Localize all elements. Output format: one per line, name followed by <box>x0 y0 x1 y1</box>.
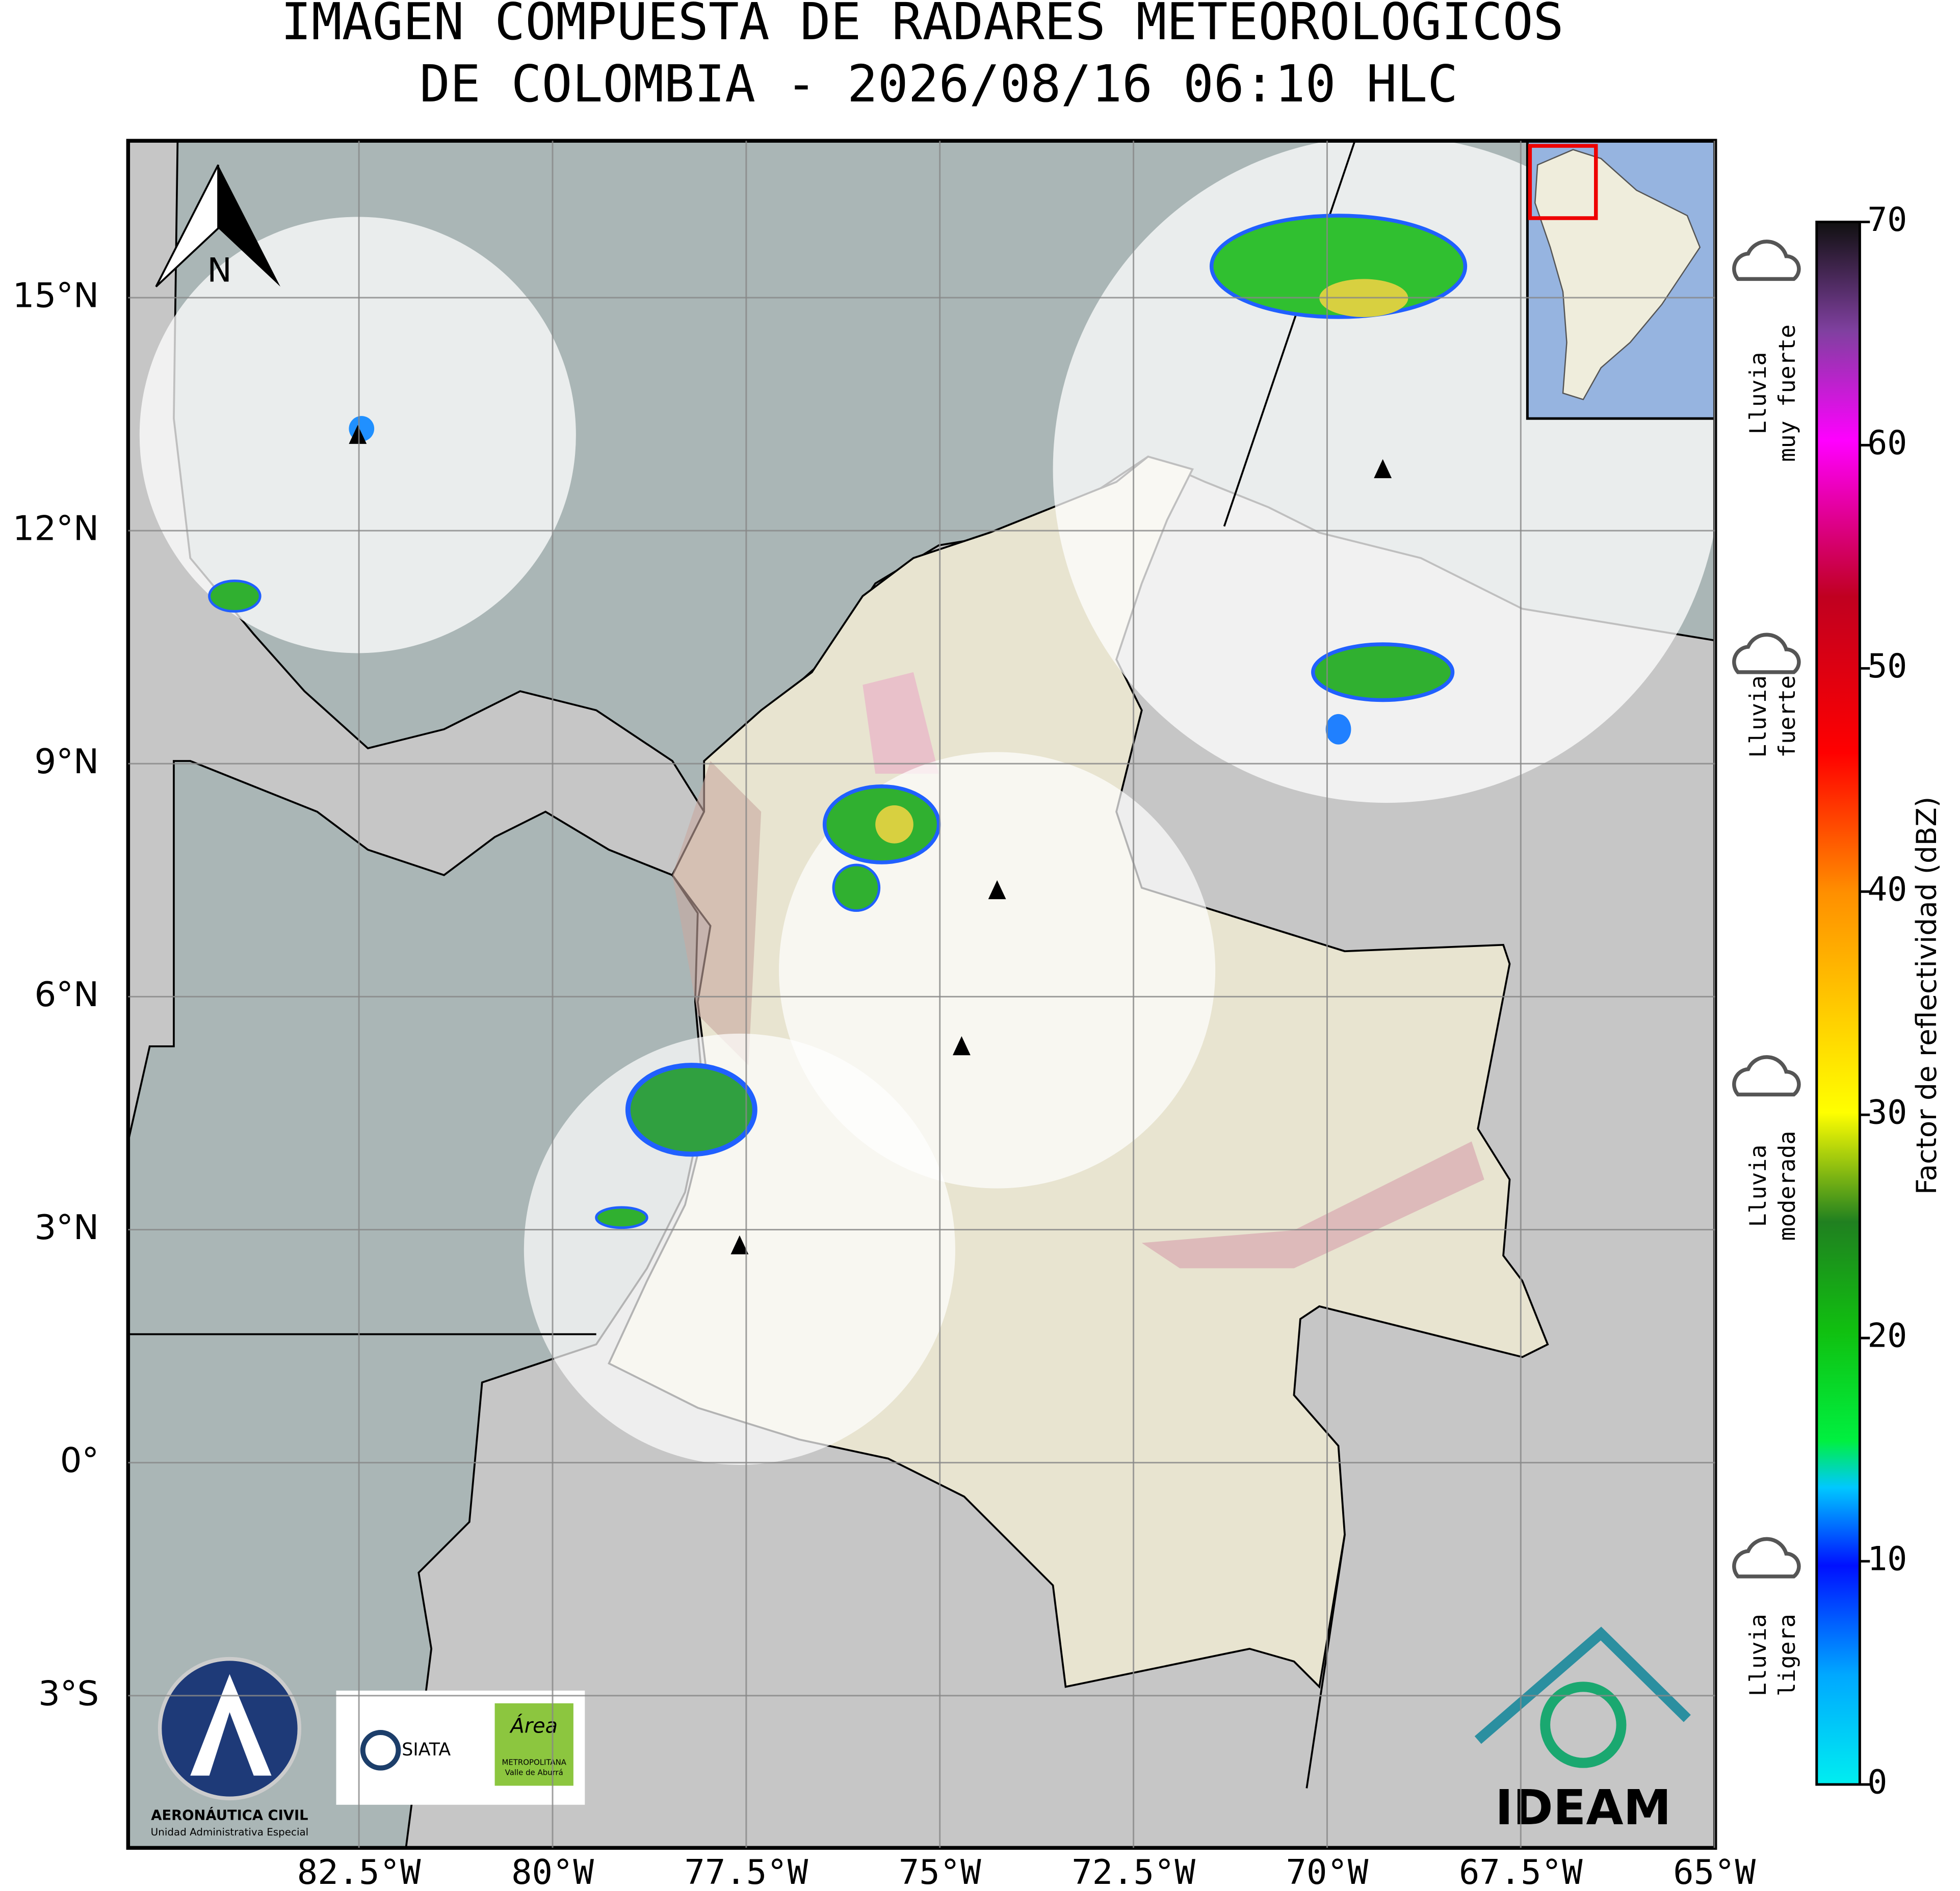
logo-text: Área <box>509 1714 557 1738</box>
land <box>128 141 705 1142</box>
inset-map <box>1526 141 1715 420</box>
logo-ideam <box>1474 1626 1691 1768</box>
colorbar-tick-label: 20 <box>1867 1317 1907 1355</box>
lat-tick-label: 12°N <box>13 509 99 548</box>
rain-level-label: moderada <box>1773 1131 1800 1241</box>
rain-icon <box>1732 1055 1801 1097</box>
rain-icon <box>1732 1537 1801 1579</box>
rain-level-label: fuerte <box>1773 675 1800 758</box>
lon-tick-label: 80°W <box>511 1852 594 1891</box>
logo-text: Valle de Aburrá <box>505 1768 563 1777</box>
radar-echoes <box>208 214 1468 1229</box>
colorbar-tick-label: 40 <box>1867 871 1907 909</box>
logo-siata <box>336 1690 585 1805</box>
logo-text: Unidad Administrativa Especial <box>151 1826 309 1838</box>
colorbar-tick-label: 0 <box>1867 1764 1887 1802</box>
lat-tick-label: 0° <box>60 1440 99 1480</box>
colorbar-tick-label: 70 <box>1867 201 1907 239</box>
radar-sites <box>349 425 1392 1254</box>
lat-tick-label: 9°N <box>35 742 99 781</box>
logo-text: AERONÁUTICA CIVIL <box>151 1807 308 1824</box>
rain-level-label: Lluvia <box>1744 675 1771 758</box>
colorbar-tick-label: 30 <box>1867 1094 1907 1132</box>
title-line: DE COLOMBIA - 2026/08/16 06:10 HLC <box>420 55 1458 114</box>
lon-tick-label: 77.5°W <box>685 1852 808 1891</box>
rain-icon <box>1732 240 1801 281</box>
colorbar-tick-label: 60 <box>1867 424 1907 462</box>
lon-tick-label: 82.5°W <box>297 1852 421 1891</box>
map-frame <box>126 139 1717 1850</box>
lon-tick-label: 70°W <box>1286 1852 1369 1891</box>
colorbar <box>1815 220 1861 1786</box>
colorbar-tick-label: 50 <box>1867 647 1907 686</box>
colorbar-tick-label: 10 <box>1867 1540 1907 1579</box>
rain-level-label: ligera <box>1773 1614 1800 1696</box>
region <box>672 760 762 1066</box>
border <box>1223 141 1356 527</box>
map-area <box>128 141 1715 1848</box>
lon-tick-label: 67.5°W <box>1459 1852 1583 1891</box>
border <box>1305 1534 1346 1789</box>
logo-text: IDEAM <box>1495 1780 1671 1836</box>
logo-text: METROPOLITANA <box>502 1758 566 1767</box>
lon-tick-label: 65°W <box>1673 1852 1756 1891</box>
lat-tick-label: 6°N <box>35 975 99 1014</box>
logo-aerocivil <box>158 1657 302 1801</box>
colorbar-label: Factor de reflectividad (dBZ) <box>1910 797 1943 1195</box>
rain-level-label: Lluvia <box>1744 1145 1771 1227</box>
rain-level-label: muy fuerte <box>1773 325 1800 462</box>
region <box>1141 1141 1484 1269</box>
lat-tick-label: 3°N <box>35 1207 99 1247</box>
rain-level-label: Lluvia <box>1744 352 1771 434</box>
lon-tick-label: 75°W <box>899 1852 981 1891</box>
north-label: N <box>207 252 231 290</box>
region <box>863 672 939 774</box>
logo-text: SIATA <box>402 1740 451 1760</box>
lon-tick-label: 72.5°W <box>1072 1852 1195 1891</box>
rain-level-label: Lluvia <box>1744 1614 1771 1696</box>
rain-icon <box>1732 633 1801 674</box>
lat-tick-label: 3°S <box>38 1673 99 1713</box>
lat-tick-label: 15°N <box>13 276 99 316</box>
title-line: IMAGEN COMPUESTA DE RADARES METEOROLOGIC… <box>281 0 1564 51</box>
